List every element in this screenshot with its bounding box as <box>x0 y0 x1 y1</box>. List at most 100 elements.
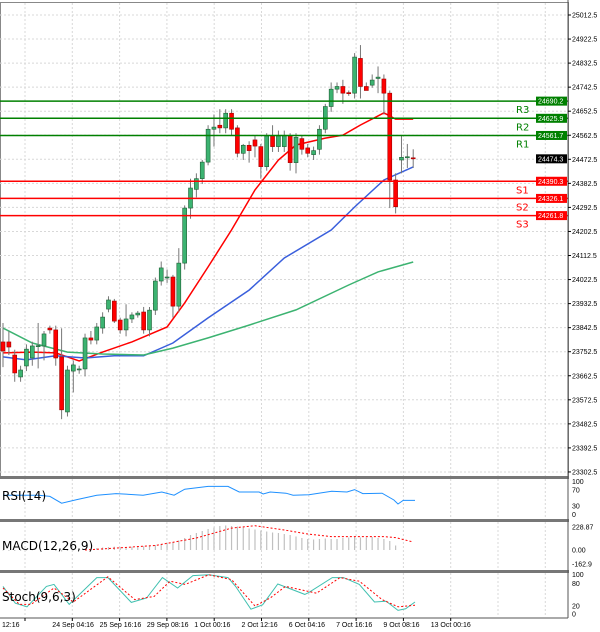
candle-bear <box>393 179 398 208</box>
candle-bull <box>24 348 29 367</box>
rsi-tick-label: 100 <box>572 479 584 486</box>
candle-bull <box>182 207 187 264</box>
candle-bull <box>334 86 340 90</box>
pivot-label-r2: R2 <box>516 122 529 133</box>
current-price-text: 24474.3 <box>538 156 563 163</box>
candle-bull <box>194 178 199 190</box>
candle-bull <box>123 318 129 331</box>
price-tick-label: 23572.5 <box>572 397 597 404</box>
price-tick-label: 23302.5 <box>572 469 597 476</box>
candle-bear <box>381 78 387 94</box>
candle-bull <box>276 135 281 147</box>
candle-bear <box>346 92 352 94</box>
candle-bull <box>369 79 375 86</box>
stoch-main-line <box>2 574 416 611</box>
candle-bull <box>147 309 152 331</box>
macd-signal-line <box>84 525 414 551</box>
price-tick-label: 24832.5 <box>572 61 597 68</box>
pivot-price-tag-text: 24561.7 <box>538 133 563 140</box>
pivot-price-tag <box>536 193 567 203</box>
candle-bull <box>405 156 410 159</box>
time-tick-label: 7 Oct 16:16 <box>336 622 372 629</box>
candle-bull <box>223 112 228 129</box>
price-tick-label: 24202.5 <box>572 229 597 236</box>
price-tick-label: 24742.5 <box>572 85 597 92</box>
time-tick-label: 12:16 <box>2 622 20 629</box>
time-tick-label: 24 Sep 04:16 <box>52 622 94 629</box>
candle-bear <box>270 135 275 147</box>
candles <box>0 45 416 420</box>
pivot-price-tag <box>536 130 567 140</box>
price-tick-label: 23482.5 <box>572 421 597 428</box>
rsi-tick-label: 0 <box>572 512 576 519</box>
candle-bull <box>293 136 299 163</box>
candle-bear <box>53 329 59 359</box>
pivot-price-tag <box>536 211 567 221</box>
macd-tick-label: 0.00 <box>572 548 586 555</box>
candle-bear <box>217 124 223 129</box>
price-tick-label: 24112.5 <box>572 253 597 260</box>
candle-bear <box>117 319 123 331</box>
candle-bear <box>258 146 264 167</box>
stoch-tick-label: 0 <box>572 612 576 619</box>
candle-bull <box>135 312 141 316</box>
pivot-lines: R3 24690.2 R2 24625.9 R1 24561.7 S1 24390.3 S2 24… <box>0 96 568 231</box>
price-tick-label: 24022.5 <box>572 277 597 284</box>
candle-bull <box>100 316 105 329</box>
pivot-price-tag-text: 24390.3 <box>538 179 563 186</box>
rsi-line <box>3 485 415 505</box>
price-tick-label: 23842.5 <box>572 325 597 332</box>
time-tick-label: 9 Oct 08:16 <box>383 622 419 629</box>
candle-bear <box>299 138 305 150</box>
stoch-label: Stoch(9,6,3) <box>2 590 76 604</box>
time-tick-label: 2 Oct 12:16 <box>242 622 278 629</box>
candle-bear <box>170 276 176 307</box>
candle-bull <box>18 369 23 378</box>
price-tick-label: 25012.5 <box>572 13 597 20</box>
indicator-panels <box>0 0 569 619</box>
pivot-price-tag <box>536 176 567 186</box>
main-panel <box>0 2 569 477</box>
price-tick-label: 23752.5 <box>572 349 597 356</box>
candle-bull <box>29 345 35 359</box>
pivot-price-tag <box>536 113 567 123</box>
stoch-tick-label: 20 <box>572 604 580 611</box>
candle-bull <box>41 333 47 347</box>
candle-bull <box>211 126 217 130</box>
pivot-label-s1: S1 <box>516 185 529 196</box>
candle-bull <box>35 345 41 347</box>
candle-bear <box>340 86 346 94</box>
candle-bull <box>311 150 316 155</box>
price-tick-label: 24652.5 <box>572 109 597 116</box>
candle-bull <box>199 161 205 179</box>
price-tick-label: 24922.5 <box>572 37 597 44</box>
candle-bull <box>317 128 322 150</box>
price-tick-label: 23932.5 <box>572 301 597 308</box>
candle-bull <box>94 326 100 341</box>
candle-bull <box>281 135 287 147</box>
rsi-tick-label: 30 <box>572 504 580 511</box>
candle-bear <box>141 311 146 331</box>
candle-bear <box>252 139 258 147</box>
candle-bull <box>164 276 170 279</box>
macd-tick-label: 228.87 <box>572 525 594 532</box>
candle-bull <box>176 262 182 307</box>
pivot-price-tag-text: 24326.1 <box>538 196 563 203</box>
candle-bull <box>352 56 357 94</box>
candle-bear <box>410 157 416 160</box>
axes: 25012.5 24922.5 24832.5 24742.5 24652.5 24562… <box>2 13 597 630</box>
time-tick-label: 29 Sep 08:16 <box>147 622 189 629</box>
price-tick-label: 24472.5 <box>572 157 597 164</box>
pivot-price-tag-text: 24690.2 <box>538 99 563 106</box>
candle-bear <box>358 58 363 87</box>
pivot-label-r3: R3 <box>516 105 529 116</box>
candle-bear <box>387 92 393 181</box>
price-tick-label: 24382.5 <box>572 181 597 188</box>
panel-separator <box>0 476 569 479</box>
candle-bull <box>71 364 76 372</box>
price-tick-label: 23662.5 <box>572 373 597 380</box>
pivot-label-r1: R1 <box>516 139 529 150</box>
macd-label: MACD(12,26,9) <box>2 539 93 553</box>
pivot-price-tag-text: 24261.8 <box>538 213 563 220</box>
